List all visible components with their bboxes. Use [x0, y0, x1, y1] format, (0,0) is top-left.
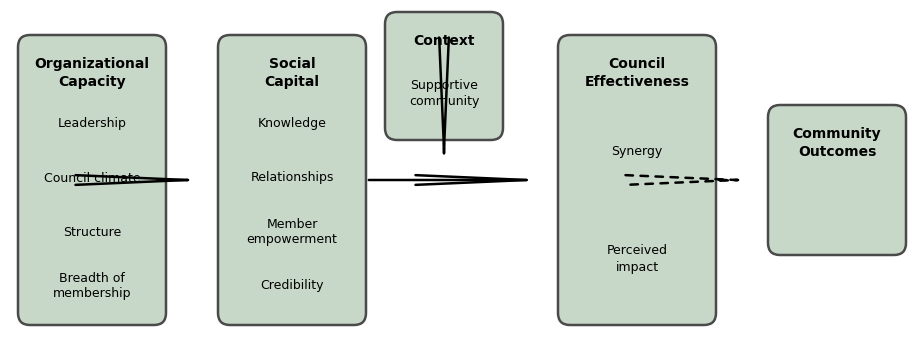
FancyBboxPatch shape	[558, 35, 715, 325]
FancyBboxPatch shape	[767, 105, 905, 255]
FancyBboxPatch shape	[218, 35, 366, 325]
Text: Community
Outcomes: Community Outcomes	[792, 127, 880, 160]
Text: Council climate: Council climate	[43, 172, 141, 185]
Text: Relationships: Relationships	[250, 172, 334, 185]
Text: Perceived
impact: Perceived impact	[606, 245, 667, 274]
Text: Credibility: Credibility	[260, 280, 323, 293]
Text: Supportive
community: Supportive community	[408, 78, 479, 108]
Text: Leadership: Leadership	[58, 118, 126, 131]
Text: Organizational
Capacity: Organizational Capacity	[35, 57, 150, 89]
FancyBboxPatch shape	[384, 12, 503, 140]
FancyBboxPatch shape	[18, 35, 165, 325]
Text: Member
empowerment: Member empowerment	[246, 217, 337, 246]
Text: Council
Effectiveness: Council Effectiveness	[584, 57, 688, 89]
Text: Synergy: Synergy	[611, 144, 662, 157]
Text: Knowledge: Knowledge	[257, 118, 326, 131]
Text: Structure: Structure	[62, 226, 121, 239]
Text: Breadth of
membership: Breadth of membership	[52, 271, 131, 300]
Text: Context: Context	[413, 34, 474, 48]
Text: Social
Capital: Social Capital	[265, 57, 319, 89]
